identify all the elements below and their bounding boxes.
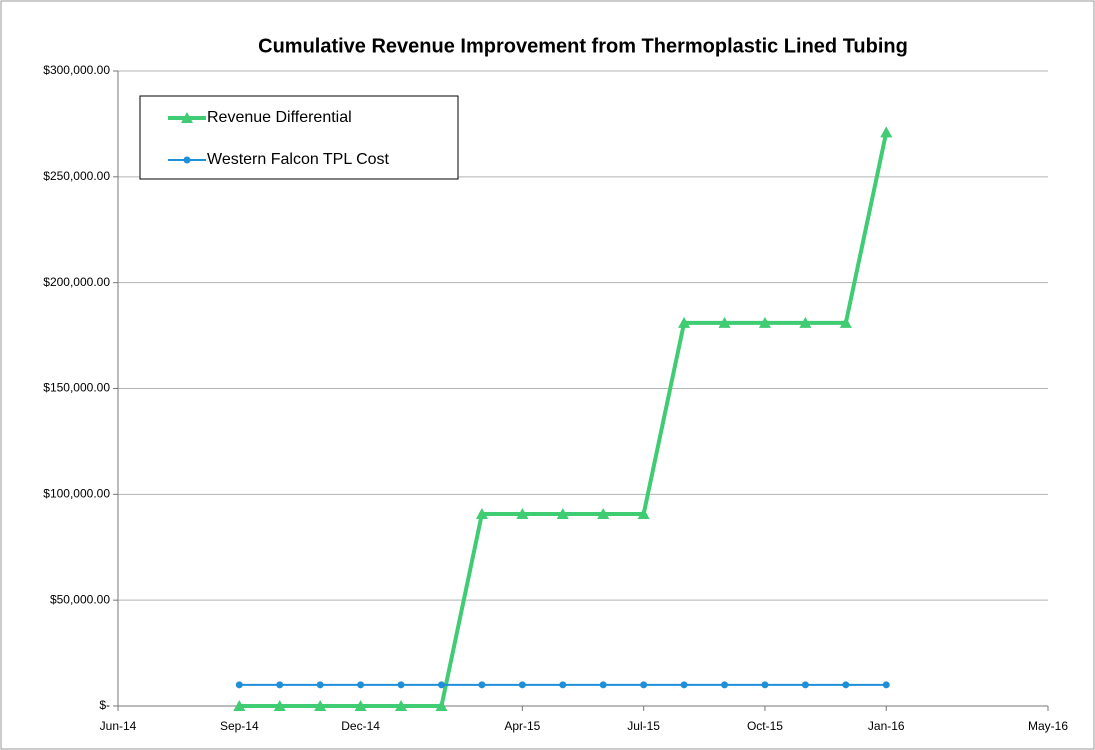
marker bbox=[395, 700, 408, 711]
marker bbox=[801, 681, 809, 689]
marker bbox=[354, 700, 367, 711]
x-tick-label: May-16 bbox=[1028, 719, 1068, 733]
chart-title: Cumulative Revenue Improvement from Ther… bbox=[258, 35, 908, 57]
x-tick-label: Sep-14 bbox=[220, 719, 259, 733]
x-tick-label: Jun-14 bbox=[100, 719, 137, 733]
marker bbox=[839, 316, 852, 328]
y-tick-label: $- bbox=[99, 698, 110, 712]
series bbox=[233, 126, 893, 711]
marker bbox=[357, 681, 365, 689]
x-tick-label: Oct-15 bbox=[747, 719, 783, 733]
marker bbox=[559, 681, 567, 689]
marker bbox=[316, 681, 324, 689]
marker bbox=[761, 681, 769, 689]
y-tick-label: $100,000.00 bbox=[43, 487, 110, 501]
marker bbox=[721, 681, 729, 689]
x-tick-label: Jul-15 bbox=[627, 719, 660, 733]
marker bbox=[397, 681, 405, 689]
legend-label: Western Falcon TPL Cost bbox=[207, 151, 390, 168]
marker bbox=[799, 316, 812, 328]
marker bbox=[478, 681, 486, 689]
marker bbox=[680, 681, 688, 689]
marker bbox=[597, 508, 610, 520]
x-tick-label: Dec-14 bbox=[341, 719, 380, 733]
marker bbox=[276, 681, 284, 689]
marker bbox=[640, 681, 648, 689]
marker bbox=[475, 508, 488, 520]
marker bbox=[435, 700, 448, 711]
y-tick-label: $150,000.00 bbox=[43, 381, 110, 395]
marker bbox=[842, 681, 850, 689]
marker bbox=[556, 508, 569, 520]
marker bbox=[882, 681, 890, 689]
marker bbox=[181, 112, 193, 123]
marker bbox=[516, 508, 529, 520]
marker bbox=[235, 681, 243, 689]
y-tick-label: $300,000.00 bbox=[43, 63, 110, 77]
y-tick-label: $200,000.00 bbox=[43, 275, 110, 289]
marker bbox=[880, 126, 893, 138]
legend-label: Revenue Differential bbox=[207, 109, 352, 126]
legend-box bbox=[139, 95, 459, 180]
y-tick-label: $50,000.00 bbox=[50, 592, 110, 606]
y-tick-label: $250,000.00 bbox=[43, 169, 110, 183]
marker bbox=[678, 316, 691, 328]
x-tick-label: Jan-16 bbox=[868, 719, 905, 733]
x-tick-label: Apr-15 bbox=[504, 719, 540, 733]
marker bbox=[758, 316, 771, 328]
marker bbox=[273, 700, 286, 711]
marker bbox=[183, 156, 191, 164]
marker bbox=[437, 681, 445, 689]
series bbox=[235, 681, 890, 689]
legend: Revenue Differential Western Falcon TPL C… bbox=[139, 95, 459, 180]
marker bbox=[599, 681, 607, 689]
marker bbox=[314, 700, 327, 711]
marker bbox=[637, 508, 650, 520]
marker bbox=[718, 316, 731, 328]
marker bbox=[518, 681, 526, 689]
marker bbox=[233, 700, 246, 711]
